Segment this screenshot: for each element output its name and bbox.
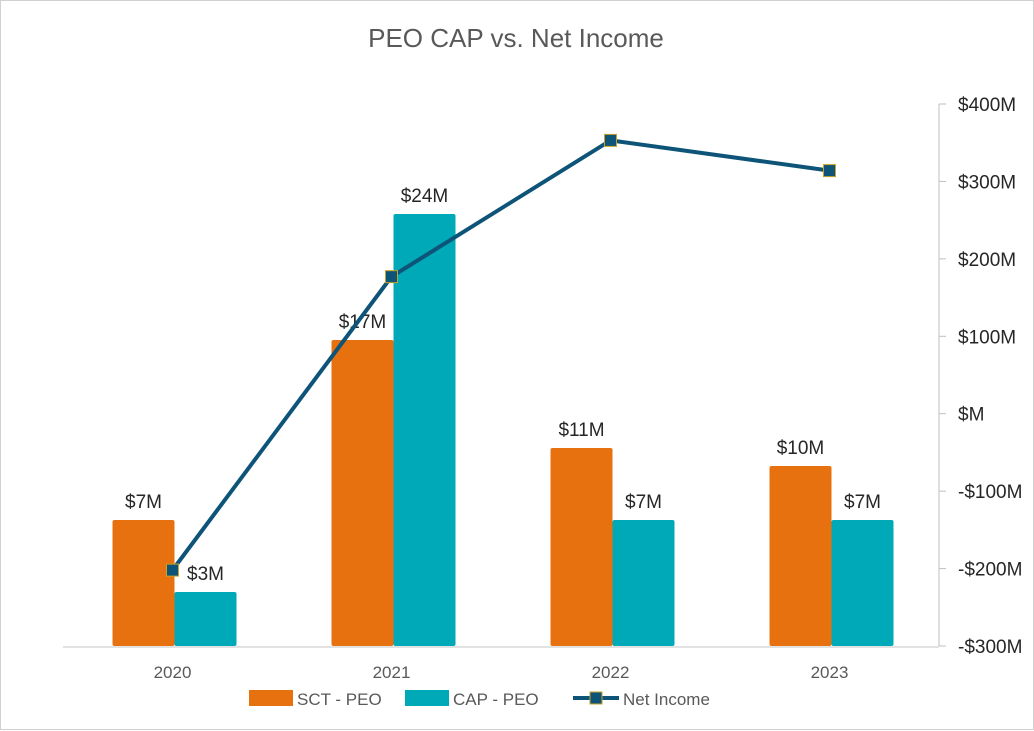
- legend-label-cap-peo: CAP - PEO: [453, 690, 539, 709]
- data-label-cap-peo-2022: $7M: [625, 492, 662, 513]
- bar-labels-group: $7M $17M $11M $10M $3M $24M $7M $7M: [125, 186, 881, 585]
- data-label-sct-peo-2022: $11M: [558, 420, 604, 441]
- data-label-sct-peo-2020: $7M: [125, 492, 162, 513]
- bars-group: [112, 214, 894, 646]
- net-income-line: [170, 138, 830, 572]
- y-right-tick-label: -$100M: [958, 482, 1022, 503]
- data-label-cap-peo-2023: $7M: [844, 492, 881, 513]
- legend: SCT - PEO CAP - PEO Net Income: [249, 690, 710, 709]
- legend-label-sct-peo: SCT - PEO: [297, 690, 382, 709]
- data-label-sct-peo-2021: $17M: [339, 312, 387, 333]
- bar-cap-peo-2023: [831, 520, 894, 646]
- bar-sct-peo-2020: [112, 520, 175, 646]
- net-income-marker-2021: [385, 270, 398, 284]
- net-income-marker-2023: [823, 164, 836, 178]
- legend-label-net-income: Net Income: [623, 690, 710, 709]
- bar-cap-peo-2022: [612, 520, 675, 646]
- x-tick-label-2023: 2023: [811, 663, 849, 682]
- legend-marker-net-income: [589, 691, 603, 705]
- x-tick-label-2021: 2021: [373, 663, 411, 682]
- data-label-cap-peo-2020: $3M: [187, 564, 224, 585]
- legend-swatch-sct-peo: [249, 690, 293, 706]
- y-right-tick-label: -$300M: [958, 637, 1022, 658]
- legend-swatch-cap-peo: [405, 690, 449, 706]
- data-label-cap-peo-2021: $24M: [401, 186, 449, 207]
- chart-title: PEO CAP vs. Net Income: [368, 23, 664, 53]
- bar-sct-peo-2023: [769, 466, 832, 646]
- axes-group: 2020 2021 2022 2023 $400M $300M $200M $100M $M -$…: [63, 95, 1022, 682]
- y-right-tick-label: $300M: [958, 172, 1016, 193]
- y-right-tick-label: $400M: [958, 95, 1016, 116]
- bar-cap-peo-2021: [393, 214, 456, 646]
- x-tick-label-2020: 2020: [154, 663, 192, 682]
- net-income-line-group: [166, 133, 836, 577]
- y-right-tick-label: -$200M: [958, 560, 1022, 581]
- data-label-sct-peo-2023: $10M: [777, 438, 825, 459]
- x-tick-label-2022: 2022: [592, 663, 630, 682]
- y-right-tick-label: $200M: [958, 250, 1016, 271]
- bar-sct-peo-2022: [550, 448, 613, 646]
- y-right-tick-label: $100M: [958, 327, 1016, 348]
- bar-sct-peo-2021: [331, 340, 394, 646]
- bar-cap-peo-2020: [174, 592, 237, 646]
- net-income-marker-2020: [166, 563, 179, 577]
- y-right-tick-label: $M: [958, 405, 984, 426]
- net-income-marker-2022: [604, 133, 617, 147]
